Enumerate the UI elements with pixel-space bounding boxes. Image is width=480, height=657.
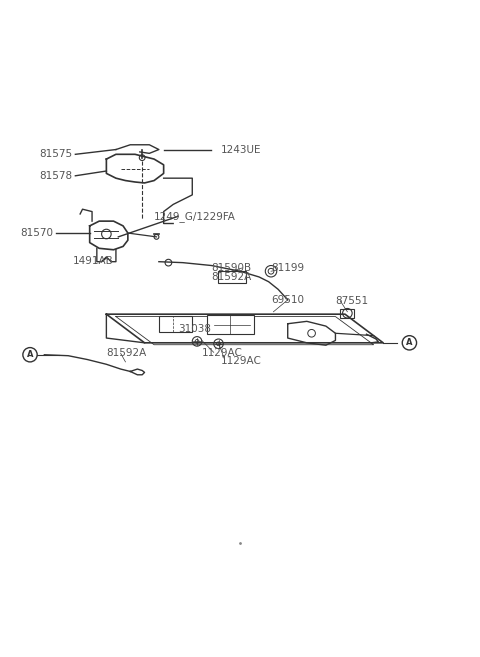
Text: 31038: 31038 [178, 325, 211, 334]
FancyBboxPatch shape [340, 309, 354, 317]
Text: 1491AB: 1491AB [73, 256, 114, 265]
FancyBboxPatch shape [217, 271, 246, 283]
Text: 81592A: 81592A [211, 272, 252, 282]
Text: 1249_G/1229FA: 1249_G/1229FA [154, 211, 236, 222]
Text: 81570: 81570 [21, 228, 53, 238]
Text: 1129AC: 1129AC [202, 348, 243, 358]
Text: A: A [406, 338, 413, 348]
Bar [206, 315, 254, 334]
Text: 1129AC: 1129AC [221, 356, 262, 366]
Text: 69510: 69510 [271, 295, 304, 305]
Text: 81590B: 81590B [211, 263, 252, 273]
Text: 1243UE: 1243UE [221, 145, 262, 154]
Text: 87551: 87551 [336, 296, 369, 306]
Bar [159, 315, 192, 332]
Text: 81575: 81575 [39, 149, 72, 159]
Text: A: A [27, 350, 33, 359]
Text: 81592A: 81592A [107, 348, 146, 358]
Text: 81199: 81199 [271, 263, 304, 273]
Text: 81578: 81578 [39, 171, 72, 181]
